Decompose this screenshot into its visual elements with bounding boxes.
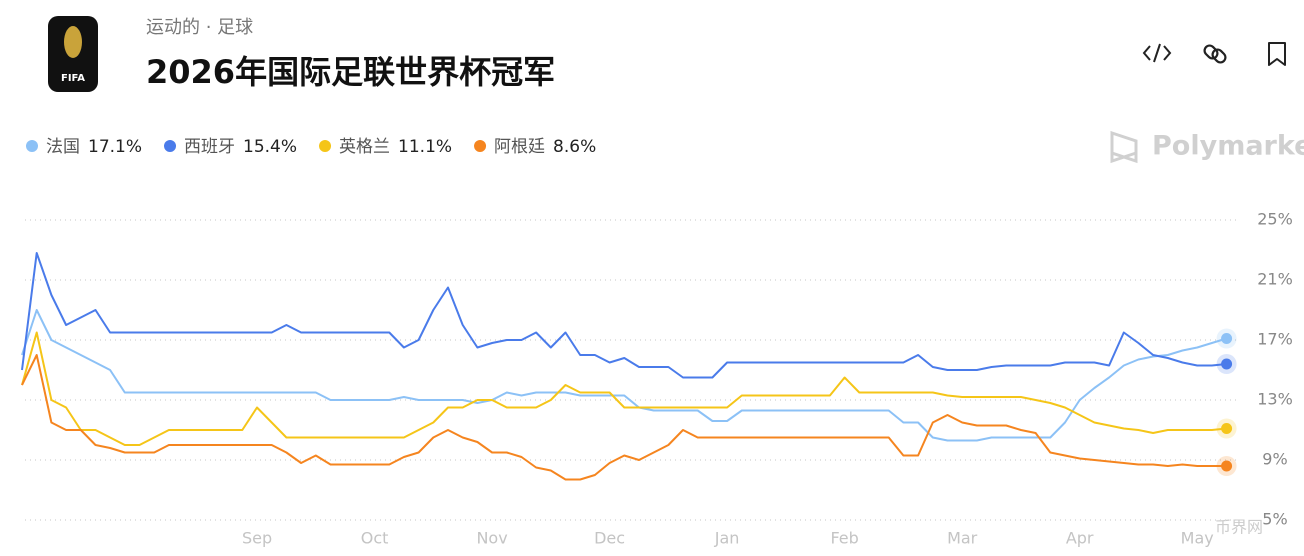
bookmark-button[interactable] [1268, 42, 1286, 66]
series-line [21, 252, 1227, 379]
x-tick-label: Dec [594, 529, 625, 548]
embed-button[interactable] [1142, 43, 1172, 63]
series-line [21, 354, 1227, 481]
y-tick-label: 9% [1262, 450, 1287, 469]
x-tick-label: Mar [947, 529, 978, 548]
end-point [1221, 423, 1233, 434]
legend-value: 17.1% [88, 137, 142, 157]
watermark-text: Polymarket [1152, 131, 1304, 162]
y-tick-label: 13% [1257, 390, 1293, 409]
logo-text: FIFA [61, 73, 85, 84]
legend-value: 8.6% [553, 137, 596, 157]
source-mark: 币界网 [1215, 518, 1263, 537]
x-tick-label: Oct [361, 529, 389, 548]
x-tick-label: Jan [714, 529, 740, 548]
logo: FIFA [48, 16, 98, 92]
end-point [1221, 333, 1233, 344]
legend-label: 法国 [46, 137, 80, 157]
subtitle: 运动的 · 足球 [146, 17, 253, 38]
legend-marker [319, 140, 332, 152]
y-tick-label: 17% [1257, 330, 1293, 349]
end-point [1221, 460, 1233, 472]
watermark: Polymarket [1110, 131, 1304, 164]
end-point [1221, 358, 1233, 370]
x-tick-label: Feb [830, 529, 858, 548]
legend-value: 11.1% [398, 137, 452, 157]
legend-marker [26, 140, 38, 152]
legend-marker [474, 140, 487, 152]
legend-label: 英格兰 [339, 137, 390, 157]
legend-label: 阿根廷 [494, 137, 545, 157]
y-tick-label: 25% [1257, 210, 1293, 229]
legend-value: 15.4% [243, 137, 297, 157]
series-line [21, 309, 1227, 442]
legend-label: 西班牙 [184, 137, 235, 157]
x-tick-label: Apr [1066, 529, 1094, 548]
x-tick-label: Sep [242, 529, 272, 548]
y-tick-label: 21% [1257, 270, 1293, 289]
x-tick-label: May [1181, 529, 1214, 548]
legend-marker [164, 140, 177, 152]
series-line [21, 331, 1227, 446]
y-tick-label: 5% [1262, 510, 1287, 529]
title: 2026年国际足联世界杯冠军 [146, 53, 555, 91]
link-button[interactable] [1203, 44, 1228, 65]
x-tick-label: Nov [476, 529, 507, 548]
